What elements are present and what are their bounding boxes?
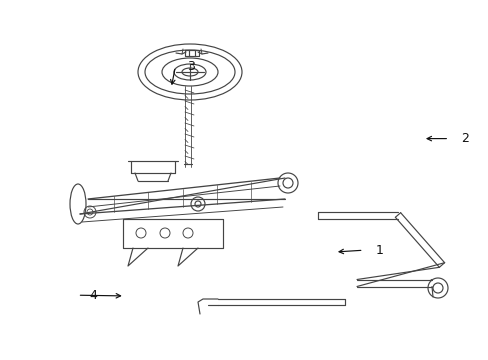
Text: 2: 2 bbox=[460, 132, 468, 145]
Text: 3: 3 bbox=[187, 60, 195, 73]
Text: 4: 4 bbox=[89, 289, 97, 302]
Text: 1: 1 bbox=[375, 244, 383, 257]
